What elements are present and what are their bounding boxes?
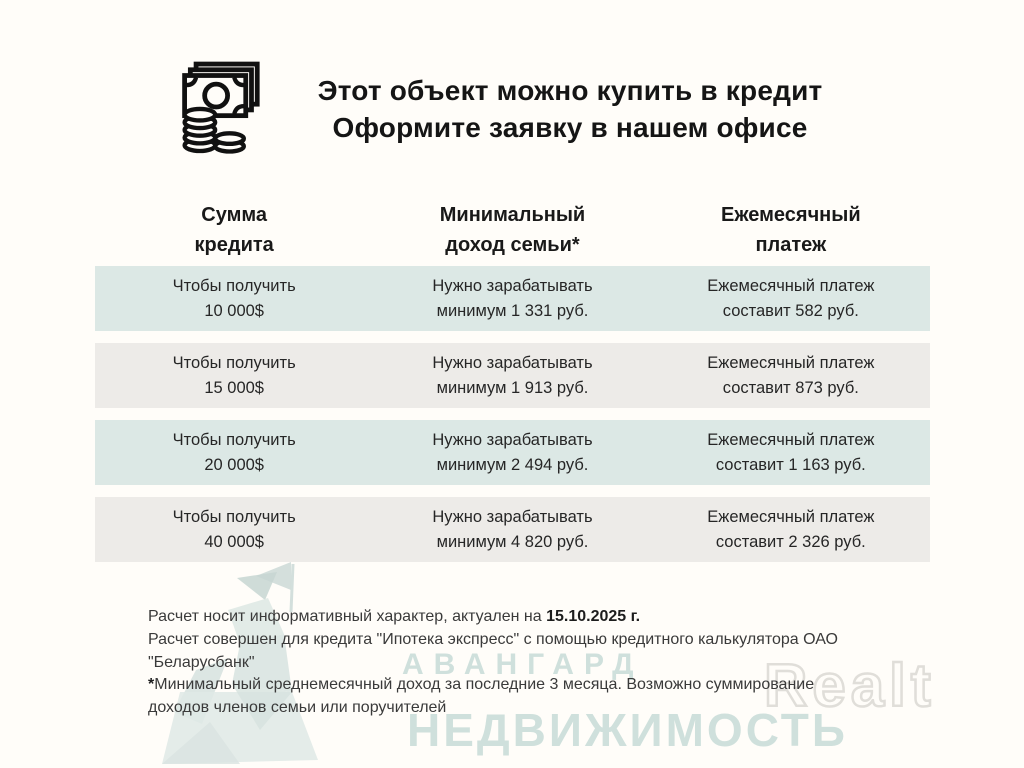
disclaimer: Расчет носит информативный характер, акт… — [148, 606, 838, 720]
header-line: доход семьи* — [445, 234, 580, 256]
cell-min-income: Нужно зарабатывать минимум 1 331 руб. — [432, 276, 593, 320]
table-row: Чтобы получить 15 000$ Нужно зарабатыват… — [95, 343, 930, 408]
cell-monthly-payment: Ежемесячный платеж составит 582 руб. — [707, 276, 875, 320]
table-row: Чтобы получить 40 000$ Нужно зарабатыват… — [95, 497, 930, 562]
footnote-asterisk: * — [148, 676, 155, 694]
disclaimer-line-5: доходов членов семьи или поручителей — [148, 699, 447, 717]
header-line: платеж — [755, 234, 827, 256]
table-row: Чтобы получить 10 000$ Нужно зарабатыват… — [95, 266, 930, 331]
cell-credit-sum: Чтобы получить 10 000$ — [172, 276, 296, 320]
table-header-row: Сумма кредита Минимальный доход семьи* Е… — [95, 200, 930, 260]
cell-min-income: Нужно зарабатывать минимум 1 913 руб. — [432, 353, 593, 397]
table-row: Чтобы получить 20 000$ Нужно зарабатыват… — [95, 420, 930, 485]
disclaimer-line-4: *Минимальный среднемесячный доход за пос… — [148, 676, 815, 694]
cell-credit-sum: Чтобы получить 20 000$ — [172, 430, 296, 474]
cell-credit-sum: Чтобы получить 15 000$ — [172, 353, 296, 397]
header-line: Минимальный — [439, 204, 586, 226]
disclaimer-date: 15.10.2025 г. — [546, 608, 641, 625]
disclaimer-line-3: "Беларусбанк" — [148, 653, 255, 671]
title-line-1: Этот объект можно купить в кредит — [317, 75, 823, 106]
cell-min-income: Нужно зарабатывать минимум 4 820 руб. — [432, 507, 593, 551]
column-header-credit-sum: Сумма кредита — [95, 200, 373, 260]
column-header-monthly-payment: Ежемесячный платеж — [652, 200, 930, 260]
cell-min-income: Нужно зарабатывать минимум 2 494 руб. — [432, 430, 593, 474]
cell-credit-sum: Чтобы получить 40 000$ — [172, 507, 296, 551]
disclaimer-line-1: Расчет носит информативный характер, акт… — [148, 608, 641, 625]
cell-monthly-payment: Ежемесячный платеж составит 873 руб. — [707, 353, 875, 397]
watermark-brand-name-2: НЕДВИЖИМОСТЬ — [407, 704, 848, 756]
header-line: Сумма — [201, 204, 268, 226]
title-line-2: Оформите заявку в нашем офисе — [332, 112, 808, 143]
watermark-brand-name: АВАНГАРД — [402, 648, 644, 681]
cell-monthly-payment: Ежемесячный платеж составит 2 326 руб. — [707, 507, 875, 551]
credit-table: Сумма кредита Минимальный доход семьи* Е… — [95, 200, 930, 574]
cell-monthly-payment: Ежемесячный платеж составит 1 163 руб. — [707, 430, 875, 474]
page-title: Этот объект можно купить в кредит Оформи… — [270, 72, 870, 146]
column-header-min-income: Минимальный доход семьи* — [373, 200, 651, 260]
header-line: кредита — [194, 234, 274, 256]
disclaimer-line-2: Расчет совершен для кредита "Ипотека экс… — [148, 630, 838, 648]
avangard-logo-watermark — [162, 562, 318, 764]
money-icon — [182, 61, 260, 154]
realt-watermark: Realt — [763, 652, 936, 719]
header-line: Ежемесячный — [721, 204, 861, 226]
